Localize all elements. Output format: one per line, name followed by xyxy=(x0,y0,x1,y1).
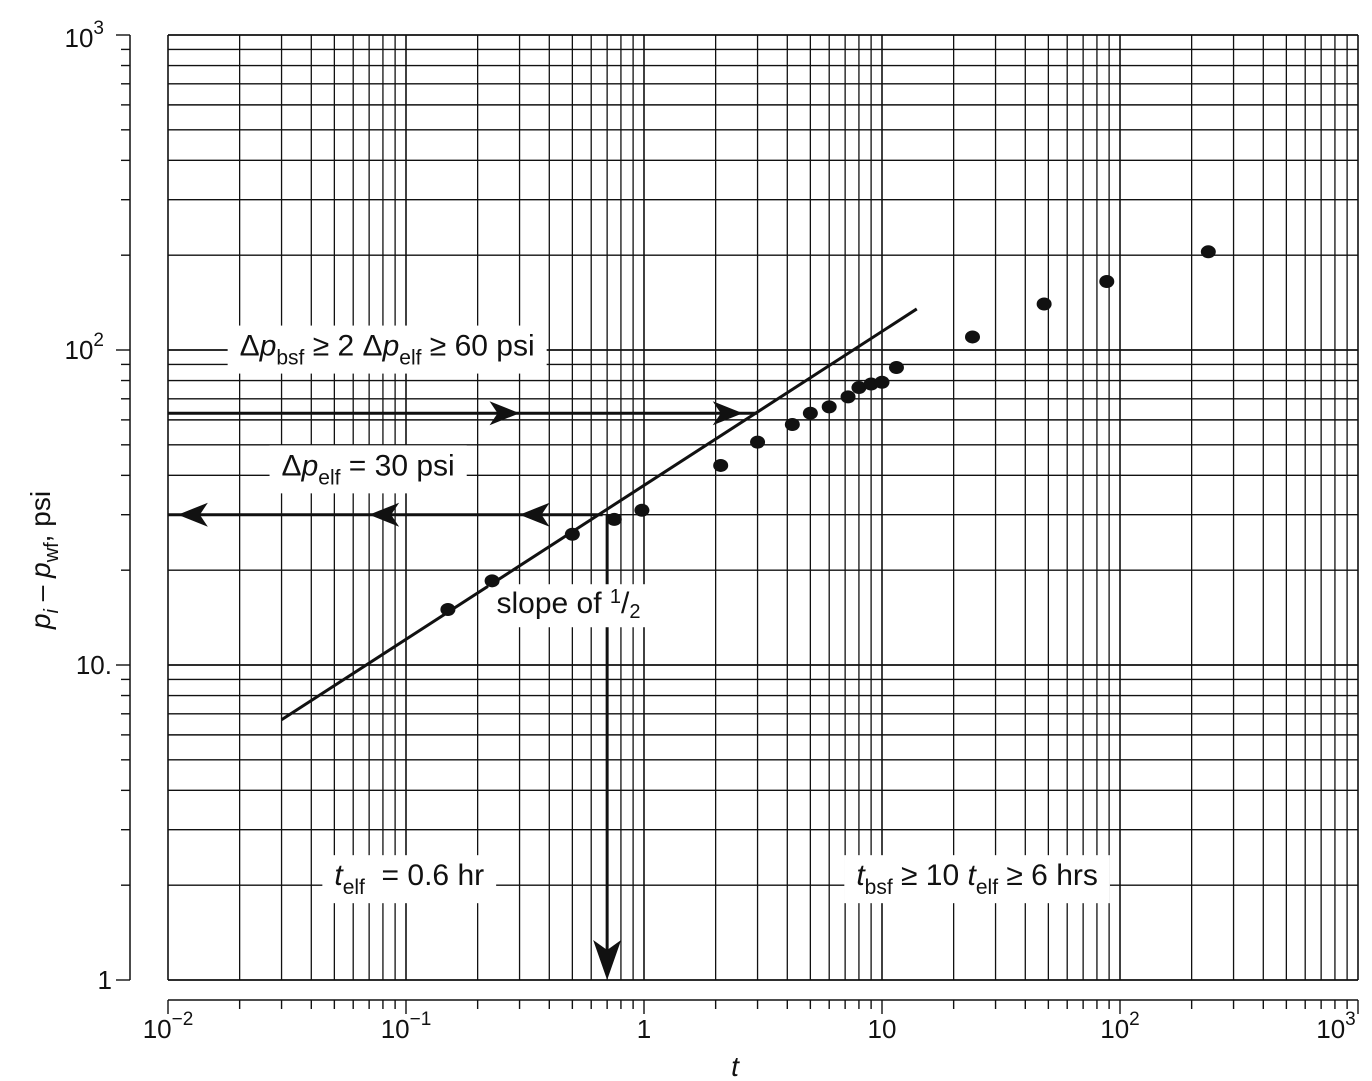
data-point xyxy=(1200,245,1216,259)
annotation-t-bsf: tbsf ≥ 10 telf ≥ 6 hrs xyxy=(844,855,1110,904)
data-point xyxy=(802,406,818,420)
annotation-bg xyxy=(227,325,547,374)
annotation-text: tbsf ≥ 10 telf ≥ 6 hrs xyxy=(856,859,1098,899)
grid xyxy=(167,34,1359,981)
annotations: Δpbsf ≥ 2 Δpelf ≥ 60 psi Δpelf = 30 psi te… xyxy=(227,325,1110,904)
arrow-line xyxy=(168,502,603,527)
arrow-head xyxy=(177,502,208,527)
data-point xyxy=(821,400,837,414)
annotation-text: telf = 0.6 hr xyxy=(334,859,484,899)
slope-label-text: slope of 1/2 xyxy=(496,586,640,623)
x-tick-label: 10−2 xyxy=(143,1009,194,1044)
arrow-head xyxy=(369,502,400,527)
arrow-line xyxy=(168,401,758,426)
labels: 10−2 10−1 1 10 102 103 1 10. 102 103 t pi – pwf, ps… xyxy=(25,18,1356,1081)
data-point xyxy=(964,330,980,344)
data-point xyxy=(750,435,766,449)
y-tick-label: 102 xyxy=(65,330,105,365)
data-point xyxy=(440,603,456,617)
x-axis-label: t xyxy=(731,1051,740,1081)
annotation-t-elf: telf = 0.6 hr xyxy=(322,855,497,904)
x-tick-label: 103 xyxy=(1316,1009,1356,1044)
data-point xyxy=(606,512,622,526)
data-point xyxy=(1036,297,1052,311)
data-point xyxy=(888,360,904,374)
x-tick-label: 10 xyxy=(868,1014,897,1044)
annotation-dp-bsf: Δpbsf ≥ 2 Δpelf ≥ 60 psi xyxy=(227,325,547,374)
y-axis-label: pi – pwf, psi xyxy=(25,491,63,630)
annotation-bg xyxy=(269,445,467,494)
trend-line xyxy=(280,307,918,722)
data-point xyxy=(784,418,800,432)
y-tick-label: 1 xyxy=(98,965,112,995)
x-tick-label: 102 xyxy=(1100,1009,1140,1044)
annotation-bg xyxy=(322,855,497,904)
data-point xyxy=(840,390,856,404)
annotation-text: Δpelf = 30 psi xyxy=(282,449,455,489)
annotation-text: Δpbsf ≥ 2 Δpelf ≥ 60 psi xyxy=(240,330,535,370)
trend-line-group: slope of 1/2 xyxy=(280,307,918,722)
x-tick-label: 10−1 xyxy=(381,1009,432,1044)
y-tick-label: 10. xyxy=(76,650,112,680)
annotation-dp-elf: Δpelf = 30 psi xyxy=(269,445,467,494)
x-tick-label: 1 xyxy=(637,1014,651,1044)
slope-label-bg xyxy=(488,584,649,628)
data-points xyxy=(440,245,1216,617)
data-point xyxy=(564,527,580,541)
data-point xyxy=(634,503,650,517)
slope-label: slope of 1/2 xyxy=(488,584,649,628)
arrow-head xyxy=(712,401,743,426)
data-point xyxy=(874,375,890,389)
arrow-head xyxy=(519,502,550,527)
arrow-head xyxy=(489,401,520,426)
data-point xyxy=(851,381,867,395)
annotation-bg xyxy=(844,855,1110,904)
y-tick-label: 103 xyxy=(65,18,105,53)
data-point xyxy=(484,574,500,588)
data-point xyxy=(1099,274,1115,288)
axes xyxy=(116,34,1359,1014)
arrow-head xyxy=(593,940,622,980)
data-point xyxy=(713,458,729,472)
